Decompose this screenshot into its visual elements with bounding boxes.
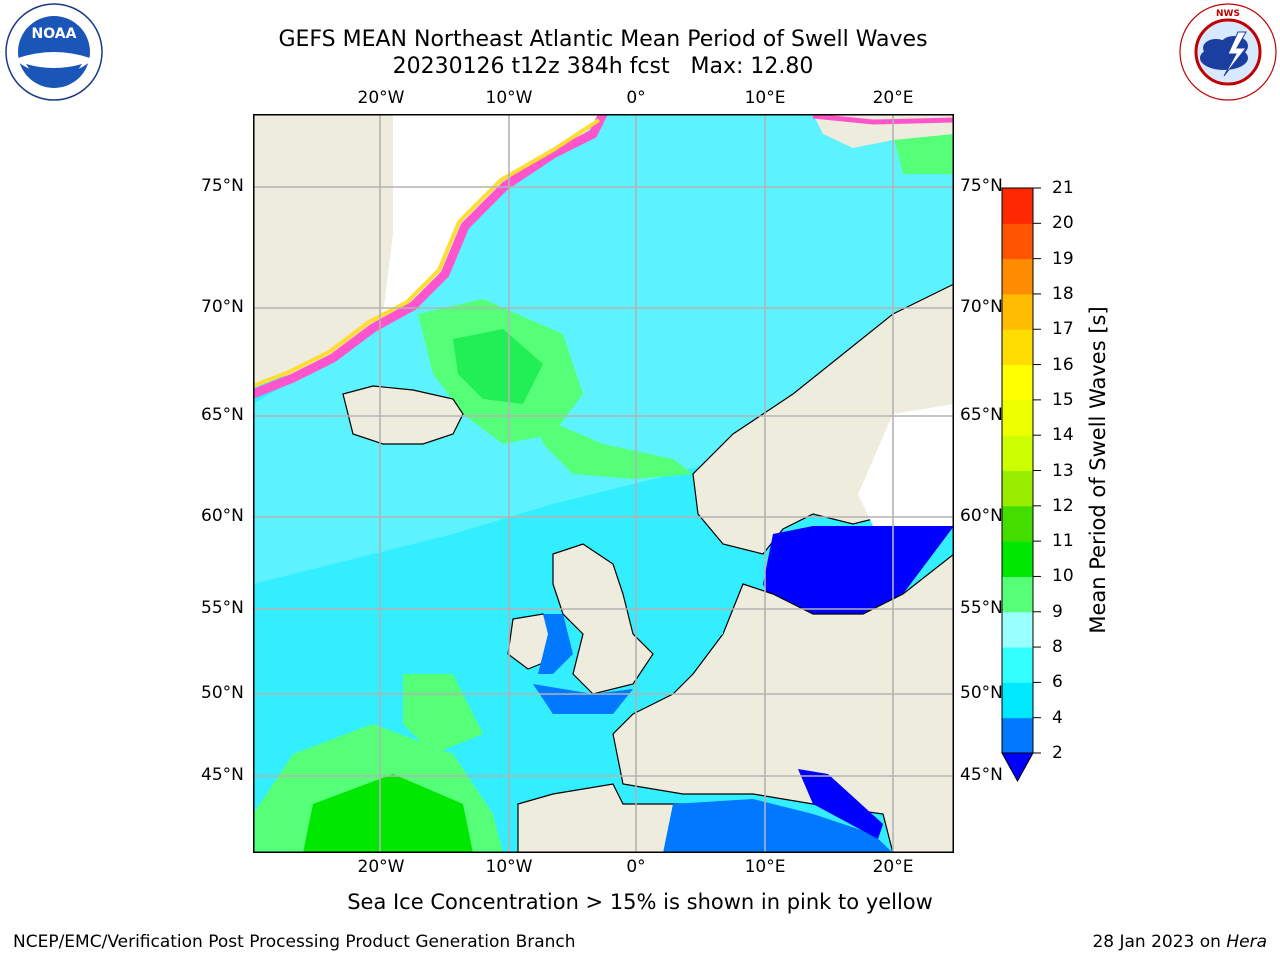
footer-credit: NCEP/EMC/Verification Post Processing Pr… xyxy=(13,932,576,952)
swell-zone-mediterranean xyxy=(663,799,893,853)
graticule xyxy=(253,114,954,853)
colorbar-segment xyxy=(1002,223,1033,260)
colorbar-tick-label: 21 xyxy=(1052,178,1074,198)
colorbar-tick-label: 15 xyxy=(1052,389,1074,410)
sea-ice-note: Sea Ice Concentration > 15% is shown in … xyxy=(347,890,933,914)
map-canvas xyxy=(253,114,954,853)
colorbar-tick-label: 6 xyxy=(1052,672,1063,693)
colorbar-tick-label: 10 xyxy=(1052,566,1074,587)
noaa-logo-text: NOAA xyxy=(32,26,77,42)
colorbar-segment xyxy=(1002,576,1033,613)
colorbar-segment xyxy=(1002,470,1033,507)
swell-zone-adriatic xyxy=(798,769,883,839)
swell-zone-light xyxy=(253,114,954,584)
lat-label-right-70n: 70°N xyxy=(960,297,1003,317)
colorbar-segment xyxy=(1002,717,1033,754)
colorbar-tick-label: 16 xyxy=(1052,354,1074,375)
swell-zone-green-iceland-e xyxy=(533,414,693,479)
lon-label-bottom-0: 0° xyxy=(626,857,646,877)
sea-ice-edge xyxy=(253,114,608,399)
lat-label-left-55n: 55°N xyxy=(201,598,244,618)
colorbar-segment xyxy=(1002,435,1033,471)
colorbar xyxy=(1001,187,1041,783)
colorbar-tick-label: 20 xyxy=(1052,213,1074,234)
lat-label-left-65n: 65°N xyxy=(201,405,244,425)
swell-zone-green-sw-core xyxy=(303,774,473,853)
colorbar-tick-label: 8 xyxy=(1052,637,1063,658)
land-iceland xyxy=(342,385,464,445)
colorbar-tick-label: 4 xyxy=(1052,707,1063,728)
lon-label-bottom-20e: 20°E xyxy=(872,857,914,877)
nws-logo: NWS xyxy=(1179,3,1277,101)
colorbar-segment xyxy=(1002,682,1033,719)
colorbar-extend-triangle xyxy=(1001,752,1034,783)
lat-label-left-45n: 45°N xyxy=(201,765,244,785)
title-line-1: GEFS MEAN Northeast Atlantic Mean Period… xyxy=(278,27,928,52)
colorbar-tick-label: 2 xyxy=(1052,743,1063,763)
land-iberia xyxy=(517,783,684,853)
lon-label-top-10w: 10°W xyxy=(485,88,533,108)
sea-ice-edge-yellow xyxy=(253,118,601,388)
svg-text:NWS: NWS xyxy=(1216,9,1240,19)
svalbard-ice xyxy=(812,114,954,125)
lon-label-top-0: 0° xyxy=(626,88,646,108)
lat-label-right-50n: 50°N xyxy=(960,683,1003,703)
lat-label-left-50n: 50°N xyxy=(201,683,244,703)
colorbar-segment xyxy=(1002,647,1033,683)
lon-label-top-20e: 20°E xyxy=(872,88,914,108)
colorbar-tick-label: 19 xyxy=(1052,248,1074,269)
swell-zone-north-sea xyxy=(613,554,723,654)
chart-title: GEFS MEAN Northeast Atlantic Mean Period… xyxy=(0,26,1206,80)
lat-label-left-70n: 70°N xyxy=(201,297,244,317)
colorbar-segment xyxy=(1002,541,1033,577)
lon-label-top-10e: 10°E xyxy=(744,88,786,108)
lat-label-right-45n: 45°N xyxy=(960,765,1003,785)
lat-label-left-60n: 60°N xyxy=(201,506,244,526)
colorbar-title: Mean Period of Swell Waves [s] xyxy=(1086,306,1110,634)
colorbar-segment xyxy=(1002,399,1033,436)
lat-label-right-60n: 60°N xyxy=(960,506,1003,526)
colorbar-segment xyxy=(1002,505,1033,542)
nodata-sweden xyxy=(858,404,954,526)
footer-host: Hera xyxy=(1226,932,1267,952)
title-line-2: 20230126 t12z 384h fcst Max: 12.80 xyxy=(392,54,814,79)
colorbar-tick-label: 17 xyxy=(1052,319,1074,340)
colorbar-tick-label: 18 xyxy=(1052,283,1074,304)
lon-label-bottom-10w: 10°W xyxy=(485,857,533,877)
swell-zone-channel xyxy=(533,684,633,714)
swell-zone-baltic xyxy=(763,526,954,614)
swell-zone-green-north-core xyxy=(453,329,543,404)
swell-zone-irish-sea xyxy=(538,614,573,674)
lat-label-right-65n: 65°N xyxy=(960,405,1003,425)
swell-zone-green-arctic xyxy=(893,134,954,174)
lat-label-left-75n: 75°N xyxy=(201,176,244,196)
colorbar-tick-label: 9 xyxy=(1052,601,1063,622)
noaa-logo: NOAA xyxy=(5,3,103,101)
lon-label-bottom-20w: 20°W xyxy=(357,857,405,877)
nodata-greenland-fjord xyxy=(383,114,603,314)
colorbar-segment xyxy=(1002,364,1033,401)
colorbar-segment xyxy=(1002,611,1033,648)
lon-label-top-20w: 20°W xyxy=(357,88,405,108)
colorbar-tick-label: 13 xyxy=(1052,460,1074,481)
map-panel xyxy=(253,114,954,853)
colorbar-tick-label: 11 xyxy=(1052,531,1074,552)
colorbar-segment xyxy=(1002,258,1033,295)
colorbar-segment xyxy=(1002,293,1033,330)
lat-label-right-55n: 55°N xyxy=(960,598,1003,618)
footer-date: 28 Jan 2023 on Hera xyxy=(1092,932,1267,952)
colorbar-segment xyxy=(1002,329,1033,366)
colorbar-segment xyxy=(1002,188,1033,224)
colorbar-tick-label: 12 xyxy=(1052,495,1074,516)
lat-label-right-75n: 75°N xyxy=(960,176,1003,196)
colorbar-tick-label: 14 xyxy=(1052,425,1074,446)
footer-date-text: 28 Jan 2023 on xyxy=(1092,932,1227,952)
lon-label-bottom-10e: 10°E xyxy=(744,857,786,877)
